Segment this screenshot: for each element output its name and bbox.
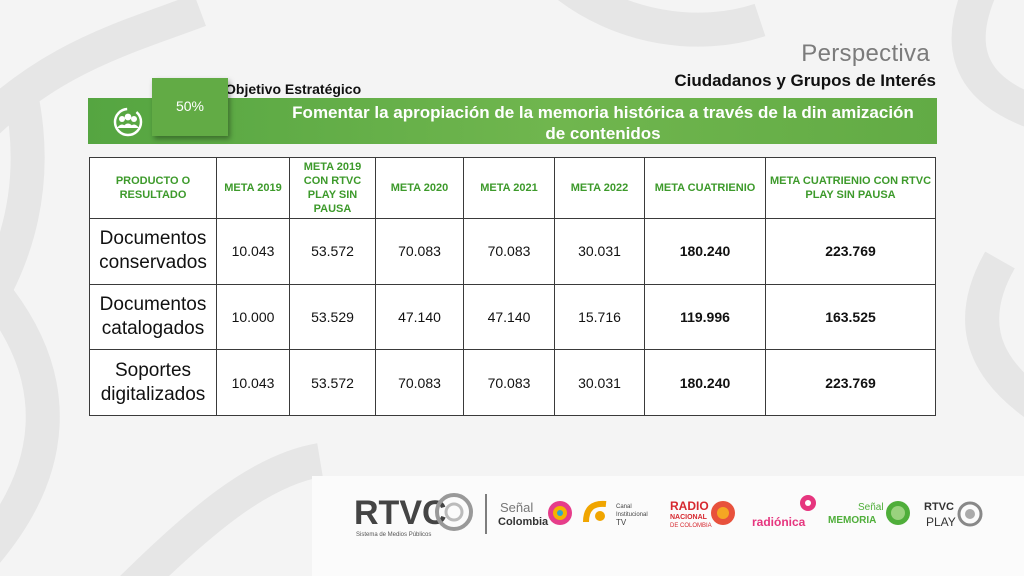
table-cell: 47.140 [375,283,464,351]
table-cell: 10.000 [216,283,290,351]
svg-text:TV: TV [616,518,627,527]
svg-text:Señal: Señal [858,502,884,513]
footer-band [312,476,1024,576]
product-cell: Documentos conservados [89,218,217,285]
table-cell: 47.140 [463,283,555,351]
radio-nacional-logo: RADIO NACIONAL DE COLOMBIA [670,499,735,529]
column-header: META 2019 CON RTVC PLAY SIN PAUSA [289,157,376,219]
table-cell: 70.083 [463,218,555,285]
table-cell: 70.083 [463,349,555,416]
goals-table: PRODUCTO O RESULTADO META 2019 META 2019… [89,157,936,416]
product-cell: Soportes digitalizados [89,349,217,416]
radionica-logo: radiónica [752,495,816,529]
table-cell: 10.043 [216,218,290,285]
svg-text:DE COLOMBIA: DE COLOMBIA [670,523,712,529]
table-row: Soportes digitalizados 10.043 53.572 70.… [89,349,936,416]
rtvc-logo: RTVC Sistema de Medios Públicos [354,493,473,538]
brand-logos: RTVC Sistema de Medios Públicos Señal Co… [354,493,983,538]
objective-label: Objetivo Estratégico [225,81,362,97]
table-row: Documentos conservados 10.043 53.572 70.… [89,218,936,285]
table-cell: 163.525 [765,283,936,351]
senal-colombia-logo: Señal Colombia [498,500,572,528]
table-cell: 180.240 [644,218,766,285]
table-cell: 53.572 [289,218,376,285]
svg-text:Señal: Señal [500,500,533,515]
table-cell: 70.083 [375,218,464,285]
svg-text:Canal: Canal [616,504,632,510]
objective-text: Fomentar la apropiación de la memoria hi… [292,103,914,143]
table-cell: 223.769 [765,349,936,416]
page-title: Perspectiva [801,40,930,67]
column-header: META 2019 [216,157,290,219]
column-header: META CUATRIENIO CON RTVC PLAY SIN PAUSA [765,157,936,219]
svg-text:RTVC: RTVC [354,494,447,532]
svg-text:radiónica: radiónica [752,515,806,529]
canal-institucional-logo: Canal Institucional TV [583,500,648,527]
rtvc-play-logo: RTVC PLAY [924,501,983,529]
progress-badge: 50% [152,78,228,136]
table-cell: 223.769 [765,218,936,285]
people-cycle-icon [113,107,143,137]
svg-text:RADIO: RADIO [670,499,709,513]
table-cell: 180.240 [644,349,766,416]
table-row: Documentos catalogados 10.000 53.529 47.… [89,283,936,351]
product-cell: Documentos catalogados [89,283,217,351]
table-cell: 30.031 [554,349,645,416]
senal-memoria-logo: Señal MEMORIA [828,501,910,526]
table-cell: 15.716 [554,283,645,351]
svg-text:Institucional: Institucional [616,512,648,518]
svg-text:NACIONAL: NACIONAL [670,514,708,521]
column-header: META CUATRIENIO [644,157,766,219]
table-cell: 10.043 [216,349,290,416]
table-header-row: PRODUCTO O RESULTADO META 2019 META 2019… [89,157,936,219]
column-header: META 2020 [375,157,464,219]
page-subtitle: Ciudadanos y Grupos de Interés [674,71,936,90]
table-cell: 53.529 [289,283,376,351]
column-header: META 2021 [463,157,555,219]
table-cell: 119.996 [644,283,766,351]
column-header: PRODUCTO O RESULTADO [89,157,217,219]
table-cell: 70.083 [375,349,464,416]
svg-text:Colombia: Colombia [498,516,549,528]
objective-banner [88,98,937,144]
svg-text:PLAY: PLAY [926,515,956,529]
svg-text:MEMORIA: MEMORIA [828,515,876,526]
column-header: META 2022 [554,157,645,219]
svg-text:Sistema de Medios Públicos: Sistema de Medios Públicos [356,532,431,538]
svg-text:RTVC: RTVC [924,501,954,513]
table-cell: 53.572 [289,349,376,416]
table-cell: 30.031 [554,218,645,285]
